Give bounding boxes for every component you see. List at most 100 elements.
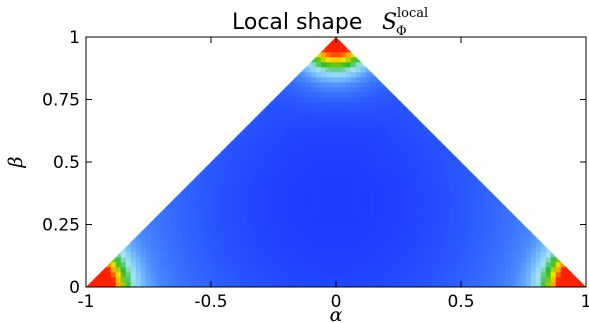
heatmap-cell [440,151,447,158]
heatmap-cell [515,236,522,243]
heatmap-cell [245,241,252,248]
heatmap-cell [400,176,407,183]
heatmap-cell [300,121,307,128]
heatmap-cell [275,161,282,168]
heatmap-cell [180,206,187,213]
heatmap-cell [440,231,447,238]
heatmap-cell [320,221,327,228]
heatmap-cell [330,86,337,93]
heatmap-cell [500,201,507,208]
heatmap-cell [335,46,342,53]
heatmap-cell [195,201,202,208]
heatmap-cell [275,211,282,218]
heatmap-cell [465,281,472,287]
heatmap-cell [465,201,472,208]
heatmap-cell [410,191,417,198]
heatmap-cell [430,216,437,223]
heatmap-cell [230,131,237,138]
heatmap-cell [360,156,367,163]
heatmap-cell [170,216,177,223]
heatmap-cell [230,206,237,213]
heatmap-cell [270,216,277,223]
heatmap-cell [210,161,217,168]
heatmap-cell [240,236,247,243]
heatmap-cell [300,186,307,193]
heatmap-cell [405,211,412,218]
heatmap-cell [360,261,367,268]
heatmap-cell [230,241,237,248]
heatmap-cell [575,276,582,283]
heatmap-cell [480,231,487,238]
heatmap-cell [475,256,482,263]
heatmap-cell [320,181,327,188]
heatmap-cell [495,271,502,278]
heatmap-cell [475,236,482,243]
heatmap-cell [410,181,417,188]
heatmap-cell [370,191,377,198]
heatmap-cell [395,181,402,188]
heatmap-cell [195,196,202,203]
heatmap-cell [345,66,352,73]
heatmap-cell [310,221,317,228]
heatmap-cell [300,261,307,268]
heatmap-cell [370,241,377,248]
heatmap-cell [175,246,182,253]
heatmap-cell [350,111,357,118]
heatmap-cell [285,96,292,103]
heatmap-cell [265,226,272,233]
heatmap-cell [370,86,377,93]
heatmap-cell [455,266,462,273]
heatmap-cell [400,186,407,193]
heatmap-cell [360,171,367,178]
heatmap-cell [100,271,107,278]
heatmap-cell [220,176,227,183]
heatmap-cell [300,156,307,163]
heatmap-cell [305,106,312,113]
heatmap-cell [265,251,272,258]
heatmap-cell [335,66,342,73]
heatmap-cell [370,151,377,158]
heatmap-cell [300,221,307,228]
heatmap-cell [385,166,392,173]
heatmap-cell [190,186,197,193]
heatmap-cell [125,261,132,268]
heatmap-cell [245,161,252,168]
heatmap-cell [205,256,212,263]
heatmap-cell [455,226,462,233]
heatmap-cell [370,106,377,113]
heatmap-cell [235,181,242,188]
heatmap-cell [155,241,162,248]
heatmap-cell [330,41,337,48]
heatmap-cell [360,206,367,213]
heatmap-cell [385,256,392,263]
heatmap-cell [245,276,252,283]
heatmap-cell [410,211,417,218]
heatmap-cell [525,251,532,258]
heatmap-cell [175,261,182,268]
heatmap-cell [185,241,192,248]
heatmap-cell [250,201,257,208]
heatmap-cell [230,161,237,168]
heatmap-cell [215,236,222,243]
heatmap-cell [455,231,462,238]
heatmap-cell [295,186,302,193]
heatmap-cell [285,186,292,193]
heatmap-cell [355,161,362,168]
heatmap-cell [180,281,187,287]
heatmap-cell [280,166,287,173]
heatmap-cell [285,146,292,153]
heatmap-cell [190,246,197,253]
heatmap-cell [365,126,372,133]
heatmap-cell [265,111,272,118]
heatmap-cell [470,181,477,188]
heatmap-cell [305,281,312,287]
heatmap-cell [385,151,392,158]
heatmap-cell [285,281,292,287]
heatmap-cell [330,121,337,128]
heatmap-cell [285,141,292,148]
heatmap-cell [210,256,217,263]
heatmap-cell [270,246,277,253]
heatmap-cell [400,146,407,153]
heatmap-cell [480,201,487,208]
heatmap-cell [270,151,277,158]
